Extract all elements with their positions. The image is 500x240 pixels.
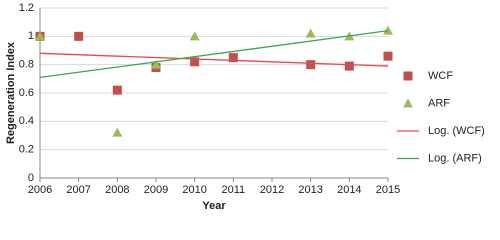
y-tick-label: 0 [28, 172, 34, 184]
x-tick-label: 2010 [182, 184, 206, 196]
y-tick-label: 0.6 [19, 87, 34, 99]
y-tick-label: 1.2 [19, 2, 34, 14]
triangle-marker [403, 98, 413, 108]
square-marker [344, 61, 354, 71]
chart: Regeneration Index Year 0 0.2 0.4 0.6 0.8 1 1.… [5, 2, 485, 212]
x-tick-label: 2015 [376, 184, 400, 196]
legend-label: Log. (WCF) [428, 125, 485, 137]
triangle-marker [151, 59, 161, 69]
square-marker [228, 53, 238, 63]
square-marker [403, 71, 413, 81]
x-tick-label: 2009 [144, 184, 168, 196]
x-tick-label: 2014 [337, 184, 361, 196]
x-tick-label: 2011 [222, 184, 246, 196]
trend-line [39, 52, 389, 67]
square-marker [306, 60, 316, 70]
x-tick-label: 2012 [260, 184, 284, 196]
y-tick-label: 0.2 [19, 144, 34, 156]
triangle-marker [189, 31, 200, 41]
square-marker [383, 51, 393, 61]
x-tick-label: 2007 [66, 184, 90, 196]
x-axis-title: Year [202, 200, 226, 212]
square-marker [112, 85, 122, 95]
triangle-marker [305, 28, 316, 38]
y-tick-label: 0.8 [19, 59, 34, 71]
square-marker [74, 31, 84, 41]
x-tick-label: 2013 [298, 184, 322, 196]
legend-label: WCF [428, 70, 453, 82]
legend-label: ARF [428, 97, 450, 109]
x-tick-label: 2006 [28, 184, 52, 196]
legend-label: Log. (ARF) [428, 152, 482, 164]
triangle-marker [112, 127, 123, 137]
trend-line [39, 30, 389, 79]
x-tick-label: 2008 [105, 184, 129, 196]
square-marker [190, 57, 200, 67]
y-axis-title: Regeneration Index [5, 41, 17, 144]
triangle-marker [35, 31, 45, 41]
y-tick-label: 0.4 [19, 115, 34, 127]
triangle-marker [383, 25, 393, 35]
y-tick-label: 1 [28, 30, 34, 42]
